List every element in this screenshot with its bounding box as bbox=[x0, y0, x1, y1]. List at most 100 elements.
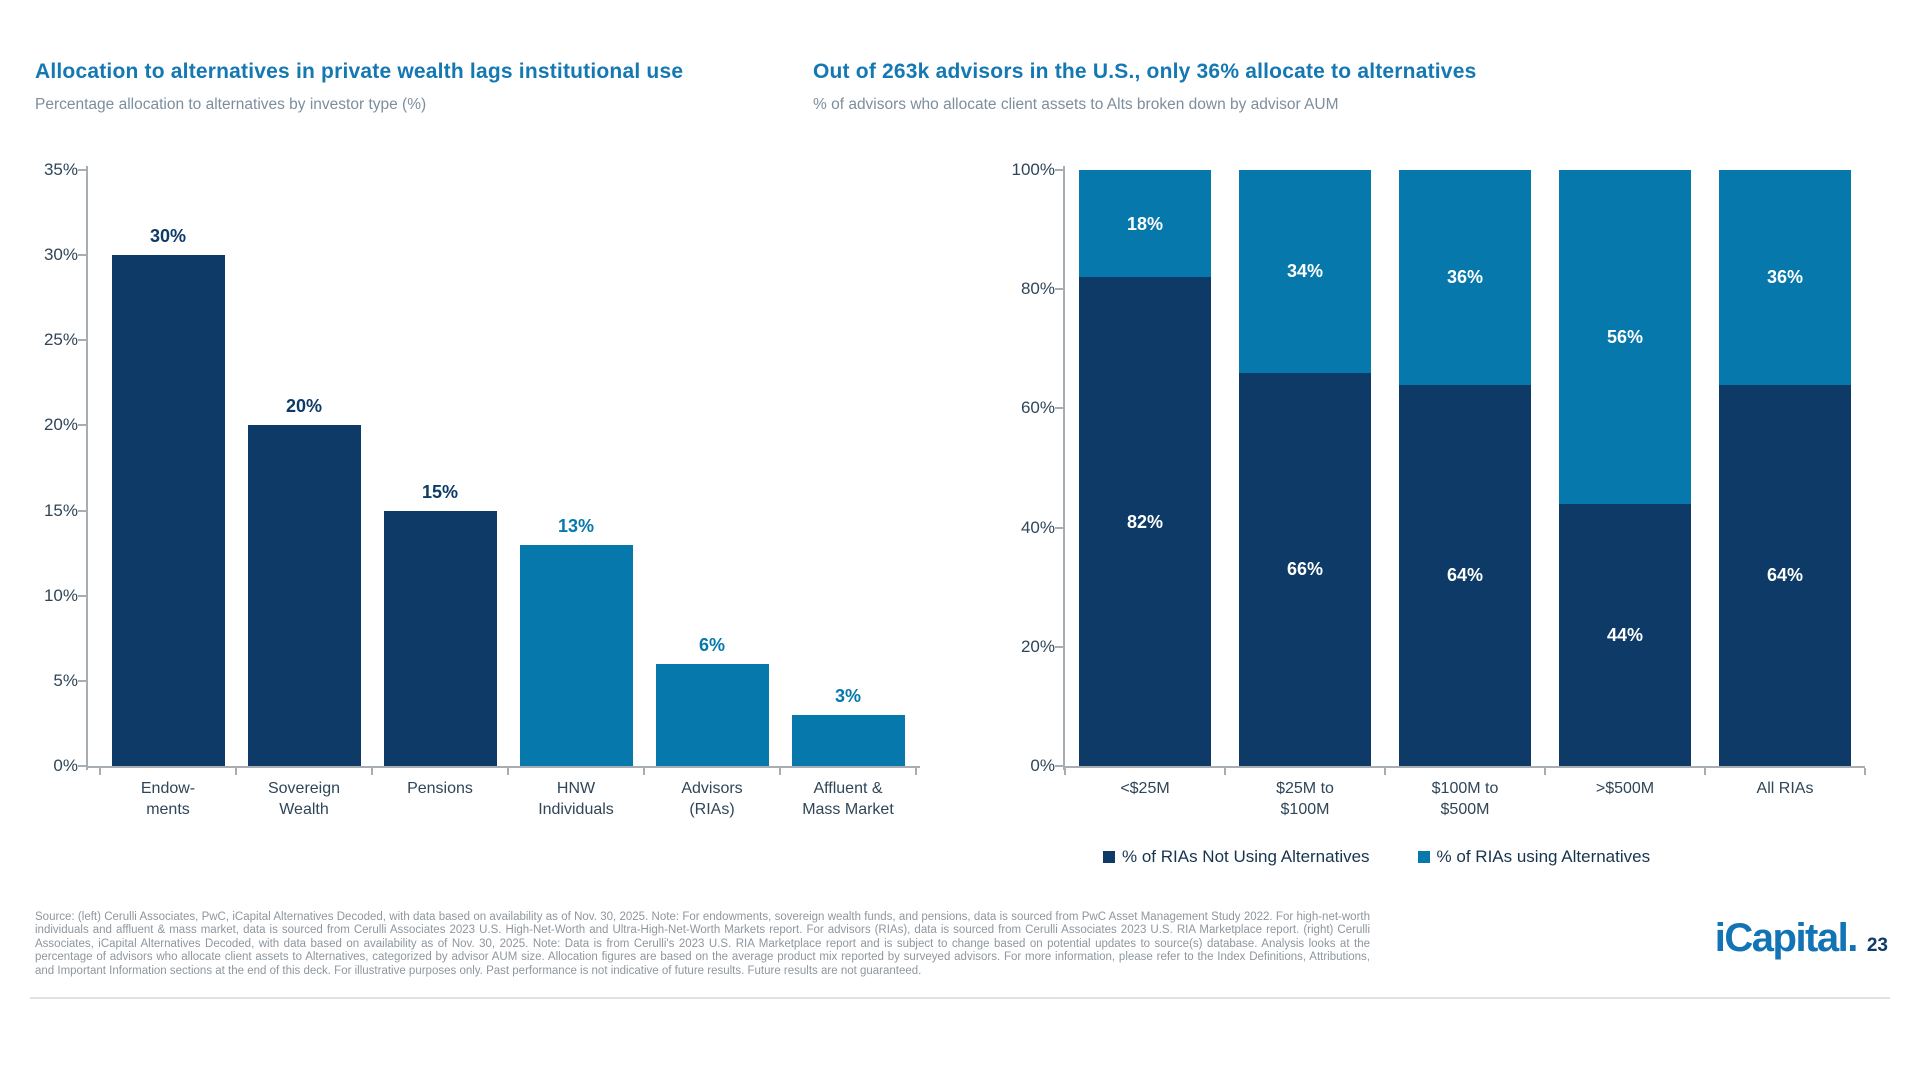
footer-separator-line bbox=[30, 997, 1890, 999]
segment-value-label: 56% bbox=[1606, 326, 1644, 347]
left-chart-subtitle: Percentage allocation to alternatives by… bbox=[35, 96, 427, 113]
y-axis-tick-label: 30% bbox=[43, 245, 78, 265]
stacked-bar-segment bbox=[1719, 384, 1851, 766]
y-axis-tick-label: 20% bbox=[43, 415, 78, 435]
x-axis-category-label: HNW Individuals bbox=[538, 780, 614, 818]
x-axis-line bbox=[1063, 766, 1865, 768]
x-axis-category-label: Sovereign Wealth bbox=[267, 780, 341, 818]
y-axis-tick bbox=[78, 254, 86, 257]
bar-advisors-(rias) bbox=[655, 663, 769, 766]
right-chart-subtitle: % of advisors who allocate client assets… bbox=[813, 96, 1339, 113]
y-axis-tick-label: 25% bbox=[43, 330, 78, 350]
y-axis-tick bbox=[78, 339, 86, 342]
stacked-bar-segment bbox=[1079, 170, 1211, 278]
x-axis-tick bbox=[99, 768, 101, 775]
y-axis-tick-label: 60% bbox=[1020, 398, 1055, 418]
page-number: 23 bbox=[1866, 935, 1888, 956]
bar-value-label: 3% bbox=[834, 685, 861, 706]
legend-item-not-using-alternatives: % of RIAs Not Using Alternatives bbox=[1103, 847, 1370, 867]
y-axis-tick-label: 10% bbox=[43, 585, 78, 605]
x-axis-tick bbox=[779, 768, 781, 775]
x-axis-category-label: >$500M bbox=[1595, 780, 1655, 797]
x-axis-category-label: <$25M bbox=[1120, 780, 1170, 797]
stacked-bar-segment bbox=[1399, 170, 1531, 385]
legend-item-using-alternatives: % of RIAs using Alternatives bbox=[1417, 847, 1651, 867]
y-axis-tick bbox=[1055, 526, 1063, 529]
x-axis-tick bbox=[1064, 768, 1066, 775]
segment-value-label: 18% bbox=[1126, 213, 1164, 234]
chart-legend: % of RIAs Not Using Alternatives % of RI… bbox=[1103, 847, 1650, 867]
y-axis-tick-label: 0% bbox=[53, 756, 78, 775]
y-axis-line bbox=[86, 166, 88, 770]
y-axis-tick bbox=[78, 424, 86, 427]
icapital-logo: iCapital. bbox=[1714, 916, 1859, 960]
segment-value-label: 82% bbox=[1126, 511, 1164, 532]
y-axis-tick-label: 35% bbox=[43, 160, 78, 179]
x-axis-tick bbox=[1384, 768, 1386, 775]
x-axis-tick bbox=[371, 768, 373, 775]
segment-value-label: 64% bbox=[1446, 565, 1484, 586]
stacked-bar-segment bbox=[1239, 372, 1371, 766]
x-axis-tick bbox=[235, 768, 237, 775]
legend-swatch-light-blue bbox=[1417, 851, 1430, 863]
y-axis-tick-label: 20% bbox=[1020, 636, 1055, 656]
bar-value-label: 15% bbox=[421, 481, 459, 502]
x-axis-category-label: Endow-ments bbox=[140, 780, 196, 818]
y-axis-line bbox=[1063, 166, 1065, 770]
y-axis-tick-label: 40% bbox=[1020, 517, 1055, 537]
x-axis-tick bbox=[1544, 768, 1546, 775]
x-axis-tick bbox=[643, 768, 645, 775]
stacked-bar-segment bbox=[1079, 277, 1211, 766]
right-chart-title: Out of 263k advisors in the U.S., only 3… bbox=[813, 60, 1477, 83]
x-axis-category-label: Advisors (RIAs) bbox=[681, 780, 743, 818]
x-axis-tick bbox=[507, 768, 509, 775]
y-axis-tick bbox=[1055, 288, 1063, 291]
y-axis-tick bbox=[1055, 407, 1063, 410]
y-axis-tick bbox=[1055, 645, 1063, 648]
x-axis-category-label: All RIAs bbox=[1756, 780, 1814, 797]
x-axis-tick bbox=[1704, 768, 1706, 775]
x-axis-line bbox=[86, 766, 920, 768]
segment-value-label: 34% bbox=[1286, 261, 1324, 282]
stacked-bar-segment bbox=[1239, 170, 1371, 373]
y-axis-tick bbox=[78, 679, 86, 682]
bar-value-label: 13% bbox=[557, 515, 595, 536]
y-axis-tick bbox=[78, 765, 86, 767]
legend-swatch-dark-navy bbox=[1103, 851, 1115, 863]
x-axis-tick bbox=[1864, 768, 1866, 775]
segment-value-label: 64% bbox=[1766, 565, 1804, 586]
legend-label-using-alternatives: % of RIAs using Alternatives bbox=[1436, 847, 1651, 866]
x-axis-category-label: Pensions bbox=[407, 780, 473, 797]
stacked-bar-segment bbox=[1719, 170, 1851, 385]
segment-value-label: 44% bbox=[1606, 624, 1644, 645]
stacked-bar-segment bbox=[1399, 384, 1531, 766]
y-axis-tick bbox=[1055, 169, 1063, 171]
source-disclosure-text: Source: (left) Cerulli Associates, PwC, … bbox=[35, 911, 1370, 977]
segment-value-label: 66% bbox=[1286, 559, 1324, 580]
stacked-bar-segment bbox=[1559, 503, 1691, 766]
stacked-bar-segment bbox=[1559, 170, 1691, 504]
x-axis-category-label: $100M to $500M bbox=[1431, 780, 1499, 818]
y-axis-tick bbox=[78, 509, 86, 512]
x-axis-category-label: $25M to $100M bbox=[1276, 780, 1334, 818]
y-axis-tick bbox=[1055, 765, 1063, 767]
y-axis-tick bbox=[78, 594, 86, 597]
segment-value-label: 36% bbox=[1446, 267, 1484, 288]
x-axis-tick bbox=[915, 768, 917, 775]
y-axis-tick-label: 5% bbox=[53, 670, 78, 690]
bar-value-label: 20% bbox=[285, 396, 323, 417]
y-axis-tick-label: 15% bbox=[43, 500, 78, 520]
left-chart-title: Allocation to alternatives in private we… bbox=[35, 60, 684, 83]
bar-value-label: 30% bbox=[149, 226, 187, 247]
x-axis-tick bbox=[1224, 768, 1226, 775]
y-axis-tick bbox=[78, 169, 86, 171]
y-axis-tick-label: 0% bbox=[1030, 756, 1055, 775]
bar-hnw-individuals bbox=[519, 544, 633, 766]
bar-sovereign-wealth bbox=[247, 425, 361, 766]
segment-value-label: 36% bbox=[1766, 267, 1804, 288]
bar-pensions bbox=[383, 510, 497, 766]
bar-value-label: 6% bbox=[698, 634, 725, 655]
logo-block: iCapital. 23 bbox=[1620, 916, 1888, 961]
